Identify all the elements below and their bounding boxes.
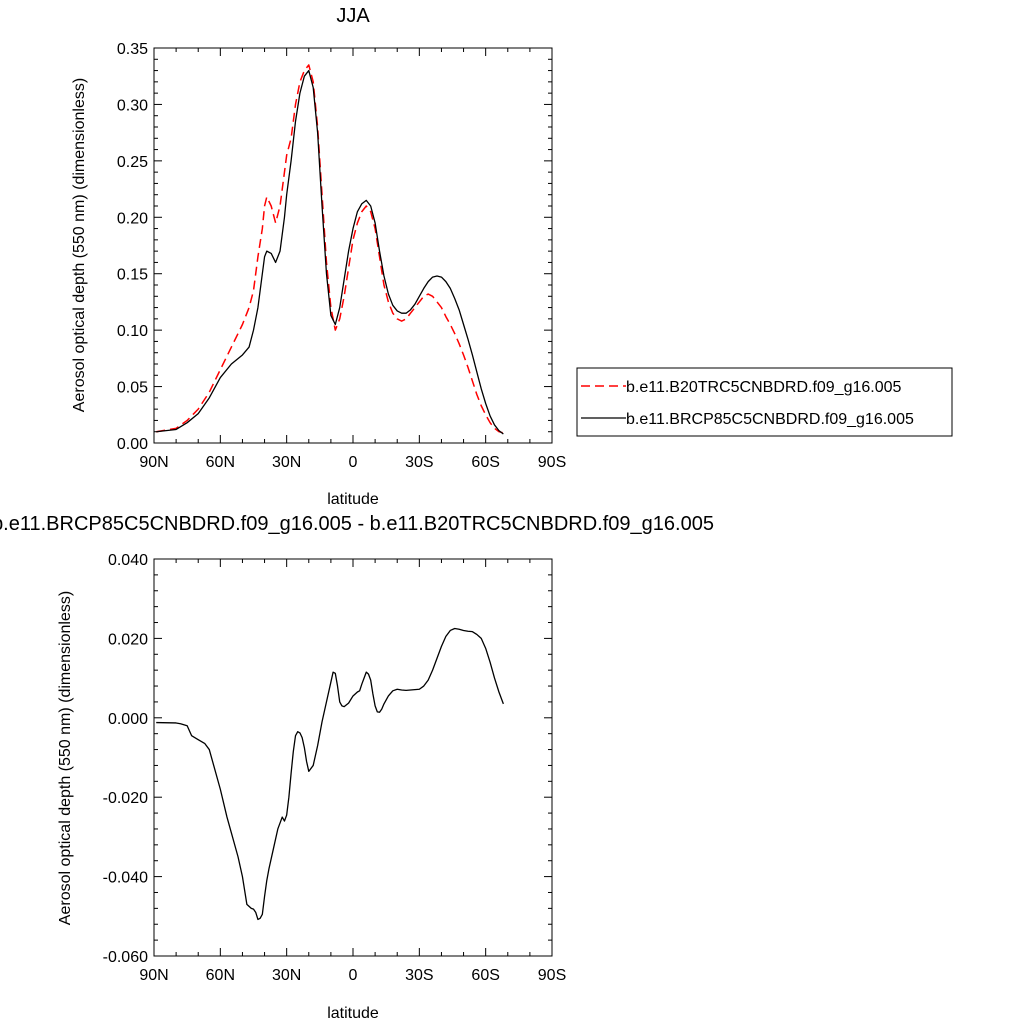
x-tick-label: 30N xyxy=(272,967,301,984)
y-tick-label: -0.020 xyxy=(103,790,148,807)
x-ticks: 90N 60N 30N 0 30S 60S 90S xyxy=(139,48,566,471)
x-tick-label: 90N xyxy=(139,967,168,984)
series-group xyxy=(156,64,504,435)
plot-frame xyxy=(153,47,553,444)
x-tick-label: 90S xyxy=(538,454,566,471)
series-line-0 xyxy=(156,627,504,921)
x-tick-label: 0 xyxy=(349,454,358,471)
legend-box xyxy=(576,367,953,437)
chart-title: b.e11.BRCP85C5CNBDRD.f09_g16.005 - b.e11… xyxy=(0,513,714,535)
y-tick-label: 0.20 xyxy=(117,210,148,227)
y-tick-label: -0.040 xyxy=(103,870,148,887)
x-tick-label: 90S xyxy=(538,967,566,984)
x-tick-label: 30S xyxy=(405,967,433,984)
y-tick-label: 0.35 xyxy=(117,41,148,58)
y-tick-label: 0.25 xyxy=(117,154,148,171)
x-ticks: 90N 60N 30N 0 30S 60S 90S xyxy=(139,559,566,984)
y-tick-label: 0.020 xyxy=(108,631,148,648)
jja-panel: JJA Aerosol optical depth (550 nm) (dime… xyxy=(71,5,566,508)
y-axis-label: Aerosol optical depth (550 nm) (dimensio… xyxy=(71,78,88,412)
series-group xyxy=(156,627,504,921)
plot-frame xyxy=(153,558,553,957)
y-ticks: 0.00 0.05 0.10 0.15 0.20 0.25 0.30 0.35 xyxy=(117,41,552,453)
y-tick-label: 0.30 xyxy=(117,97,148,114)
legend: b.e11.B20TRC5CNBDRD.f09_g16.005 b.e11.BR… xyxy=(576,367,953,437)
y-tick-label: -0.060 xyxy=(103,949,148,966)
legend-label-b20trc: b.e11.B20TRC5CNBDRD.f09_g16.005 xyxy=(626,379,902,396)
x-tick-label: 0 xyxy=(349,967,358,984)
y-tick-label: 0.00 xyxy=(117,436,148,453)
y-axis-label: Aerosol optical depth (550 nm) (dimensio… xyxy=(57,591,74,925)
series-line-0 xyxy=(156,64,504,434)
x-axis-label: latitude xyxy=(327,1005,379,1022)
x-tick-label: 60S xyxy=(471,967,499,984)
y-ticks: -0.060 -0.040 -0.020 0.000 0.020 0.040 xyxy=(103,552,552,966)
y-tick-label: 0.05 xyxy=(117,380,148,397)
chart-title: JJA xyxy=(336,5,370,27)
y-tick-label: 0.040 xyxy=(108,552,148,569)
x-tick-label: 60N xyxy=(206,454,235,471)
y-tick-label: 0.15 xyxy=(117,267,148,284)
difference-panel: b.e11.BRCP85C5CNBDRD.f09_g16.005 - b.e11… xyxy=(0,513,714,1022)
x-tick-label: 60N xyxy=(206,967,235,984)
y-tick-label: 0.10 xyxy=(117,323,148,340)
legend-label-brcp85: b.e11.BRCP85C5CNBDRD.f09_g16.005 xyxy=(626,411,914,428)
y-tick-label: 0.000 xyxy=(108,711,148,728)
series-line-1 xyxy=(156,69,504,435)
x-axis-label: latitude xyxy=(327,491,379,508)
x-tick-label: 30S xyxy=(405,454,433,471)
x-tick-label: 30N xyxy=(272,454,301,471)
x-tick-label: 60S xyxy=(471,454,499,471)
x-tick-label: 90N xyxy=(139,454,168,471)
